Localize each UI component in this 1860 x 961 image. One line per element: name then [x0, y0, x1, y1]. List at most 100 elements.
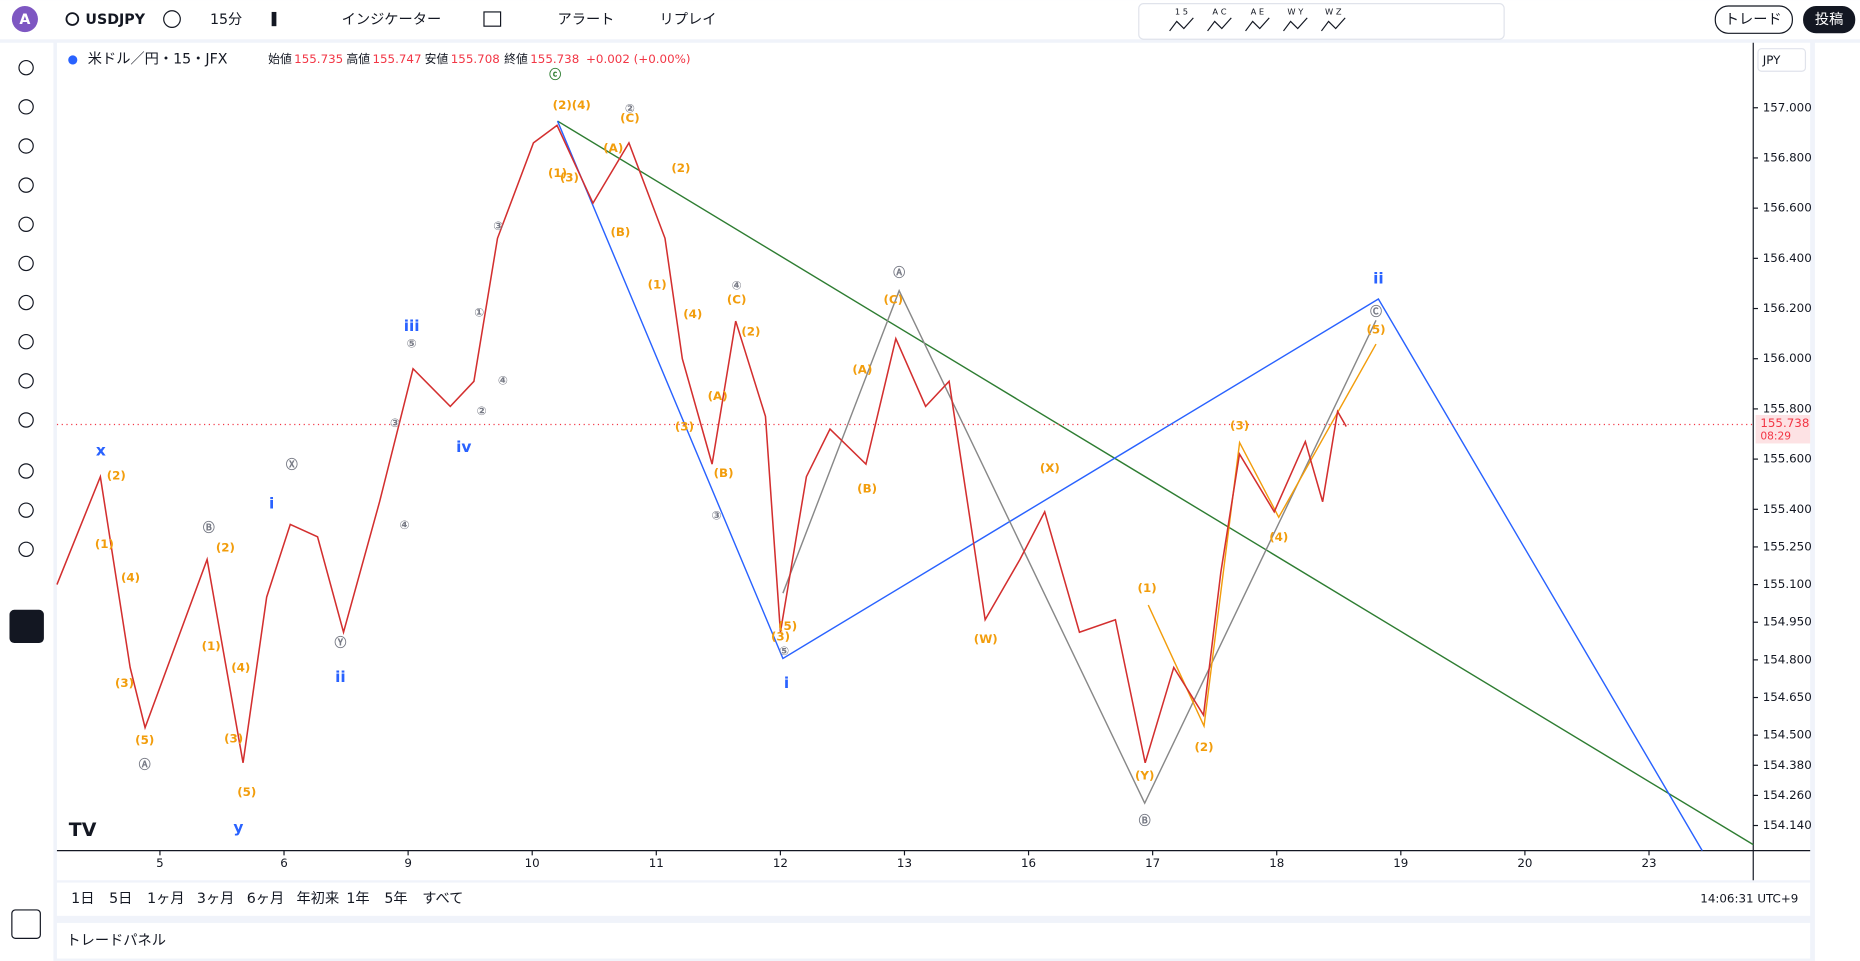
- range-button[interactable]: 5年: [384, 890, 407, 907]
- tool-icon[interactable]: [18, 373, 34, 389]
- trade-label: トレード: [1725, 12, 1782, 28]
- interval[interactable]: 15分: [210, 11, 242, 28]
- tool-icon[interactable]: [18, 580, 34, 597]
- range-button[interactable]: 1日: [71, 891, 94, 907]
- left-toolbar: [0, 42, 54, 961]
- y-tick-label: 154.140: [1763, 818, 1812, 832]
- tool-icon[interactable]: [18, 99, 34, 115]
- trade-button[interactable]: [1714, 5, 1793, 34]
- y-tick-label: 154.500: [1763, 728, 1812, 742]
- drawing-tool-icon: [1283, 17, 1308, 32]
- wave-label: (1): [202, 639, 221, 653]
- indicators[interactable]: インジケーター: [342, 11, 442, 28]
- wave-label: (2): [107, 468, 126, 482]
- price-tag-label: 155.738: [1760, 416, 1809, 430]
- replay[interactable]: リプレイ: [660, 11, 717, 28]
- add-symbol[interactable]: [163, 10, 181, 28]
- wave-label: Ⓧ: [286, 458, 298, 472]
- avatar-letter: A: [19, 12, 30, 28]
- y-tick-label: 156.600: [1763, 201, 1812, 215]
- wave-label: (A): [708, 389, 728, 403]
- wave-label: (A): [603, 141, 623, 155]
- legend-name: 米ドル／円・15・JFX: [88, 50, 228, 67]
- tool-icon[interactable]: [18, 412, 34, 428]
- range-button[interactable]: 5日: [109, 891, 132, 907]
- legend-low-label: 安値: [425, 52, 449, 66]
- wave-label: (2): [741, 325, 760, 339]
- wave-label: i: [269, 495, 274, 513]
- drawing-tool[interactable]: 1 5: [1175, 6, 1188, 16]
- tool-icon[interactable]: [18, 255, 34, 272]
- wave-label: Ⓑ: [1139, 813, 1151, 827]
- flag: ●: [68, 52, 78, 66]
- tool-icon[interactable]: [18, 541, 34, 558]
- wave-label: ⓒ: [549, 67, 561, 81]
- wave-label: (X): [1040, 461, 1060, 475]
- drawing-tool-icon: [1169, 17, 1194, 32]
- y-tick-label: 156.800: [1763, 150, 1812, 164]
- avatar[interactable]: [11, 6, 38, 33]
- y-tick-label: 155.400: [1763, 502, 1812, 516]
- range-button[interactable]: 年初来: [297, 890, 340, 907]
- chart-pane: [56, 42, 1811, 881]
- y-tick-label: 154.380: [1763, 758, 1812, 772]
- active-tool[interactable]: [9, 609, 44, 644]
- range-button[interactable]: 3ヶ月: [197, 891, 234, 907]
- templates[interactable]: [483, 11, 502, 27]
- wave-label: iii: [404, 317, 420, 335]
- x-tick-label: 18: [1269, 856, 1284, 870]
- y-tick-label: 155.800: [1763, 401, 1812, 415]
- drawing-tool[interactable]: A C: [1212, 6, 1226, 16]
- wave-label: (2): [671, 161, 690, 175]
- wave-label: (A): [852, 363, 872, 377]
- tool-icon[interactable]: [18, 334, 34, 350]
- trade-panel[interactable]: トレードパネル: [66, 932, 166, 949]
- drawing-tool[interactable]: A E: [1251, 6, 1265, 16]
- wave-label: (4): [231, 660, 250, 674]
- currency-box[interactable]: [1757, 48, 1807, 72]
- y-tick-label: 155.100: [1763, 577, 1812, 591]
- blue-wave: [556, 120, 1703, 851]
- wave-label: (3): [224, 732, 243, 746]
- tool-icon[interactable]: [18, 216, 34, 232]
- range-button[interactable]: 1年: [346, 890, 369, 907]
- tool-icon[interactable]: [18, 294, 34, 311]
- publish-button[interactable]: [1803, 6, 1856, 34]
- wave-label: (1): [548, 166, 567, 180]
- drawing-tool[interactable]: W Y: [1287, 6, 1304, 16]
- alert[interactable]: アラート: [558, 12, 615, 28]
- wave-label: Ⓑ: [203, 520, 215, 534]
- tool-icon[interactable]: [18, 138, 34, 154]
- chart-type[interactable]: [271, 11, 277, 27]
- tool-icon[interactable]: [18, 502, 34, 518]
- wave-label: (C): [727, 293, 747, 307]
- wave-label: (1): [95, 537, 114, 551]
- range-button[interactable]: 6ヶ月: [247, 891, 284, 907]
- y-tick-label: 154.650: [1763, 690, 1812, 704]
- wave-label: (Y): [1135, 768, 1154, 782]
- wave-label: iv: [456, 438, 471, 456]
- range-button[interactable]: すべて: [422, 890, 463, 907]
- x-tick-label: 11: [649, 856, 664, 870]
- publish-label: 投稿: [1815, 11, 1843, 28]
- wave-label: ⑤: [407, 337, 417, 351]
- tool-icon[interactable]: [18, 59, 34, 76]
- wave-label: (4): [683, 307, 702, 321]
- currency: JPY: [1762, 53, 1781, 67]
- wave-label: (4): [121, 570, 140, 584]
- wave-label: (1): [1138, 581, 1157, 595]
- wave-label: (C): [620, 111, 640, 125]
- y-tick-label: 155.250: [1763, 539, 1812, 553]
- drawing-tool[interactable]: W Z: [1325, 6, 1342, 16]
- range-button[interactable]: 1ヶ月: [147, 891, 184, 907]
- tool-icon[interactable]: [18, 177, 34, 193]
- wave-label: y: [233, 819, 243, 837]
- symbol[interactable]: USDJPY: [85, 12, 145, 28]
- tool-icon[interactable]: [18, 463, 34, 479]
- wave-label: (B): [610, 225, 630, 239]
- favorites[interactable]: [11, 909, 41, 939]
- price-tag: [1755, 414, 1811, 444]
- wave-label: (3): [1230, 418, 1249, 432]
- wave-label: ①: [474, 306, 484, 320]
